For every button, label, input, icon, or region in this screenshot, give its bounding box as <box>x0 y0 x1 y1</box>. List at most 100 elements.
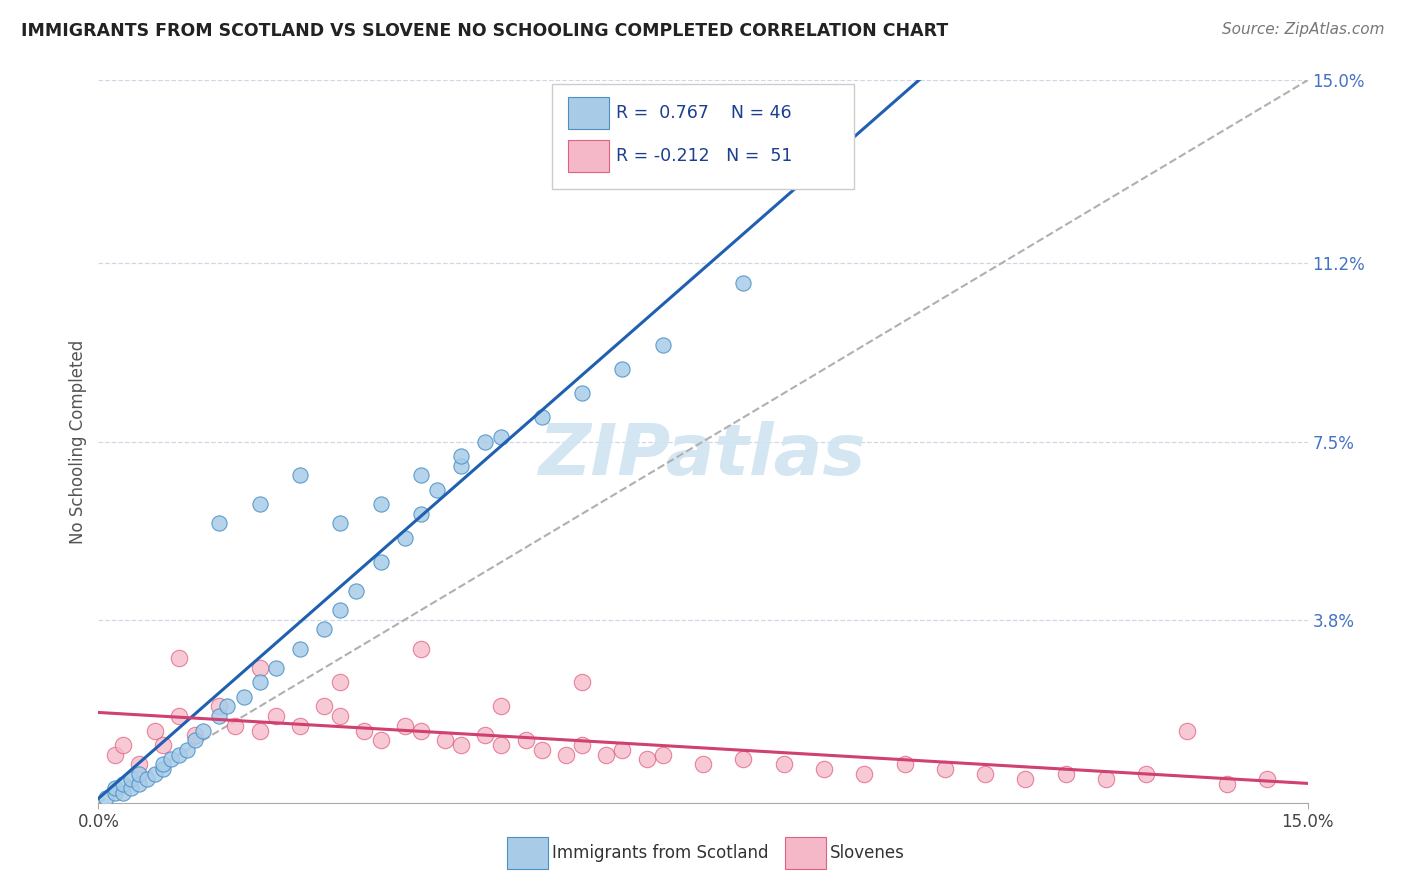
Point <box>135 772 157 786</box>
Point <box>651 338 673 352</box>
Point <box>612 743 634 757</box>
Point <box>1054 767 1077 781</box>
Text: IMMIGRANTS FROM SCOTLAND VS SLOVENE NO SCHOOLING COMPLETED CORRELATION CHART: IMMIGRANTS FROM SCOTLAND VS SLOVENE NO S… <box>21 22 948 40</box>
Point <box>111 776 134 790</box>
Text: Source: ZipAtlas.com: Source: ZipAtlas.com <box>1222 22 1385 37</box>
Text: R = -0.212   N =  51: R = -0.212 N = 51 <box>616 147 793 165</box>
Point <box>491 738 513 752</box>
Point <box>111 786 134 800</box>
Point <box>474 728 496 742</box>
Point <box>167 709 190 723</box>
Point <box>288 641 311 656</box>
Point <box>394 719 416 733</box>
Point <box>733 276 755 290</box>
Point <box>853 767 876 781</box>
Point <box>595 747 617 762</box>
Point <box>344 583 367 598</box>
Point <box>143 767 166 781</box>
Point <box>426 483 449 497</box>
Point <box>434 733 457 747</box>
Point <box>208 699 231 714</box>
Text: R =  0.767    N = 46: R = 0.767 N = 46 <box>616 103 792 122</box>
Point <box>184 733 207 747</box>
Point <box>370 733 392 747</box>
Point <box>1216 776 1239 790</box>
Point <box>111 738 134 752</box>
Point <box>249 497 271 511</box>
Point <box>167 747 190 762</box>
Text: Immigrants from Scotland: Immigrants from Scotland <box>551 845 768 863</box>
Point <box>571 386 593 401</box>
Point <box>491 430 513 444</box>
Point <box>120 781 142 796</box>
Point <box>474 434 496 449</box>
Point <box>636 752 658 766</box>
FancyBboxPatch shape <box>785 838 827 870</box>
Point <box>329 603 352 617</box>
Point <box>1014 772 1036 786</box>
Point <box>288 468 311 483</box>
Point <box>893 757 915 772</box>
FancyBboxPatch shape <box>551 84 855 189</box>
Point <box>232 690 254 704</box>
Point <box>249 723 271 738</box>
Point <box>571 675 593 690</box>
Point <box>394 531 416 545</box>
Point <box>409 468 432 483</box>
Point <box>571 738 593 752</box>
Point <box>530 743 553 757</box>
Text: ZIPatlas: ZIPatlas <box>540 422 866 491</box>
Text: Slovenes: Slovenes <box>830 845 905 863</box>
Point <box>217 699 239 714</box>
Point <box>193 723 215 738</box>
Point <box>934 762 956 776</box>
Point <box>128 776 150 790</box>
Point <box>208 516 231 531</box>
Point <box>409 723 432 738</box>
Point <box>329 675 352 690</box>
Point <box>103 786 125 800</box>
Point <box>152 762 174 776</box>
Point <box>1095 772 1118 786</box>
Point <box>1135 767 1157 781</box>
Point <box>612 362 634 376</box>
Point <box>1175 723 1198 738</box>
Point <box>152 757 174 772</box>
Point <box>176 743 198 757</box>
Point <box>772 757 794 772</box>
Point <box>103 747 125 762</box>
Point <box>160 752 183 766</box>
Point <box>264 661 287 675</box>
Point <box>813 762 835 776</box>
Point <box>96 791 118 805</box>
Point <box>409 641 432 656</box>
Point <box>249 675 271 690</box>
Point <box>733 752 755 766</box>
Point <box>353 723 375 738</box>
Point <box>120 772 142 786</box>
Point <box>314 699 336 714</box>
Point <box>370 555 392 569</box>
Point <box>515 733 537 747</box>
Point <box>692 757 714 772</box>
Point <box>103 781 125 796</box>
Point <box>167 651 190 665</box>
Point <box>128 757 150 772</box>
Point <box>450 458 472 473</box>
FancyBboxPatch shape <box>568 97 609 128</box>
Point <box>974 767 997 781</box>
Point <box>128 767 150 781</box>
Point <box>1256 772 1278 786</box>
Point <box>224 719 246 733</box>
Point <box>288 719 311 733</box>
Point <box>208 709 231 723</box>
Point <box>329 516 352 531</box>
Point <box>450 738 472 752</box>
Point <box>555 747 578 762</box>
Point <box>530 410 553 425</box>
Point <box>450 449 472 463</box>
Point <box>491 699 513 714</box>
FancyBboxPatch shape <box>508 838 548 870</box>
Point <box>264 709 287 723</box>
Point <box>370 497 392 511</box>
